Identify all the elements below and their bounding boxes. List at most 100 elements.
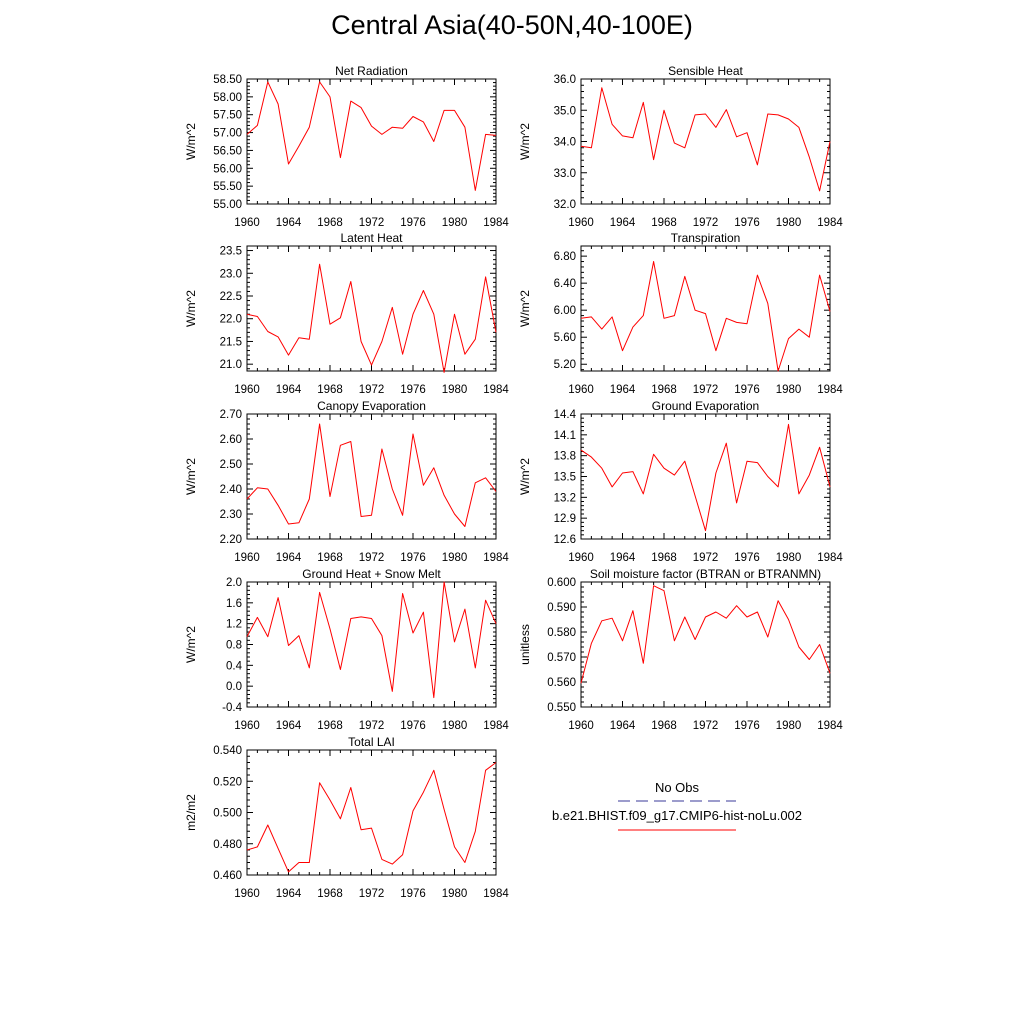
- panel-5: Canopy Evaporation W/m^2 1960 1964 1968 1972 1…: [184, 399, 509, 564]
- y-tick-label: 2.30: [220, 509, 242, 521]
- y-tick-label: 2.40: [220, 484, 242, 496]
- y-axis-label: W/m^2: [184, 626, 198, 663]
- series-line-model: [246, 81, 497, 191]
- y-axis-label: W/m^2: [518, 458, 532, 495]
- panel-title: Transpiration: [671, 231, 741, 245]
- x-tick-label: 1968: [317, 720, 343, 732]
- y-tick-label: 1.6: [226, 598, 242, 610]
- y-tick-label: 0.500: [213, 808, 242, 820]
- y-tick-label: 21.5: [220, 336, 242, 348]
- y-tick-label: 14.4: [554, 409, 577, 421]
- panel-6: Ground Evaporation W/m^2 1960 1964 1968 1972 1…: [518, 399, 843, 564]
- y-tick-label: 6.80: [554, 251, 576, 263]
- y-tick-label: 13.5: [554, 472, 576, 484]
- x-tick-label: 1964: [610, 217, 636, 229]
- y-tick-label: 23.0: [220, 268, 242, 280]
- y-tick-label: 23.5: [220, 246, 242, 258]
- plot-frame: [580, 413, 831, 540]
- plot-frame: [580, 78, 831, 205]
- plot-frame: [246, 245, 497, 372]
- y-tick-label: 21.0: [220, 359, 242, 371]
- y-tick-label: 58.00: [213, 92, 242, 104]
- y-tick-label: 1.2: [226, 619, 242, 631]
- y-tick-label: 2.50: [220, 459, 242, 471]
- y-tick-label: 0.590: [547, 602, 576, 614]
- y-tick-label: 0.540: [213, 745, 242, 757]
- y-axis-label: W/m^2: [518, 123, 532, 160]
- x-tick-label: 1972: [359, 384, 385, 396]
- y-tick-label: 0.570: [547, 652, 576, 664]
- x-tick-label: 1968: [651, 384, 677, 396]
- y-axis-label: W/m^2: [518, 290, 532, 327]
- y-axis-label: W/m^2: [184, 123, 198, 160]
- y-tick-label: 14.1: [554, 430, 576, 442]
- y-tick-label: 56.50: [213, 145, 242, 157]
- y-tick-label: 6.40: [554, 278, 576, 290]
- y-tick-label: 5.60: [554, 332, 576, 344]
- panel-3: Latent Heat W/m^2 1960 1964 1968 1972 1976 1980…: [184, 231, 509, 396]
- panel-2: Sensible Heat W/m^2 1960 1964 1968 1972 1976 19…: [518, 64, 843, 229]
- x-tick-label: 1984: [483, 552, 509, 564]
- x-tick-label: 1964: [276, 217, 302, 229]
- y-tick-label: 58.50: [213, 74, 242, 86]
- y-tick-label: 32.0: [554, 199, 576, 211]
- x-tick-label: 1976: [734, 384, 760, 396]
- plot-frame: [246, 581, 497, 708]
- panel-title: Ground Evaporation: [652, 399, 759, 413]
- x-tick-label: 1964: [610, 384, 636, 396]
- x-tick-label: 1976: [400, 217, 426, 229]
- x-tick-label: 1972: [693, 552, 719, 564]
- x-tick-label: 1960: [568, 217, 594, 229]
- y-tick-label: 0.0: [226, 681, 242, 693]
- y-tick-label: 34.0: [554, 137, 576, 149]
- y-tick-label: 0.460: [213, 870, 242, 882]
- y-tick-label: 36.0: [554, 74, 576, 86]
- y-tick-label: 0.4: [226, 660, 243, 672]
- panel-9: Total LAI m2/m2 1960 1964 1968 1972 1976 1980 19…: [184, 735, 509, 900]
- x-tick-label: 1960: [234, 217, 260, 229]
- x-tick-label: 1968: [317, 552, 343, 564]
- x-tick-label: 1984: [817, 720, 843, 732]
- y-tick-label: 0.8: [226, 640, 242, 652]
- plot-frame: [246, 413, 497, 540]
- x-tick-label: 1980: [442, 217, 468, 229]
- x-tick-label: 1968: [651, 720, 677, 732]
- y-tick-label: 55.50: [213, 181, 242, 193]
- legend-model-label: b.e21.BHIST.f09_g17.CMIP6-hist-noLu.002: [552, 808, 802, 823]
- y-tick-label: 0.560: [547, 677, 576, 689]
- x-tick-label: 1964: [276, 552, 302, 564]
- panel-title: Canopy Evaporation: [317, 399, 426, 413]
- series-line-model: [246, 423, 497, 527]
- x-tick-label: 1976: [400, 888, 426, 900]
- x-tick-label: 1960: [234, 384, 260, 396]
- panel-title: Soil moisture factor (BTRAN or BTRANMN): [590, 567, 821, 581]
- series-line-model: [580, 261, 831, 372]
- x-tick-label: 1972: [693, 384, 719, 396]
- plot-frame: [580, 245, 831, 372]
- x-tick-label: 1972: [359, 888, 385, 900]
- x-tick-label: 1984: [483, 888, 509, 900]
- legend-obs-label: No Obs: [655, 780, 700, 795]
- y-tick-label: 0.520: [213, 776, 242, 788]
- y-axis-label: W/m^2: [184, 458, 198, 495]
- x-tick-label: 1984: [483, 217, 509, 229]
- x-tick-label: 1964: [276, 888, 302, 900]
- x-tick-label: 1968: [317, 384, 343, 396]
- x-tick-label: 1964: [610, 720, 636, 732]
- y-axis-label: m2/m2: [184, 794, 198, 831]
- series-line-model: [580, 585, 831, 684]
- x-tick-label: 1976: [734, 217, 760, 229]
- y-tick-label: 12.6: [554, 534, 576, 546]
- x-tick-label: 1984: [817, 552, 843, 564]
- panel-1: Net Radiation W/m^2 1960 1964 1968 1972 1976 19…: [184, 64, 509, 229]
- y-tick-label: 35.0: [554, 105, 576, 117]
- y-tick-label: 0.580: [547, 627, 576, 639]
- x-tick-label: 1968: [317, 217, 343, 229]
- series-line-model: [580, 423, 831, 532]
- y-tick-label: 12.9: [554, 513, 576, 525]
- panel-7: Ground Heat + Snow Melt W/m^2 1960 1964 1968…: [184, 567, 509, 732]
- panel-4: Transpiration W/m^2 1960 1964 1968 1972 1976 19…: [518, 231, 843, 396]
- x-tick-label: 1984: [817, 384, 843, 396]
- y-tick-label: 13.8: [554, 451, 576, 463]
